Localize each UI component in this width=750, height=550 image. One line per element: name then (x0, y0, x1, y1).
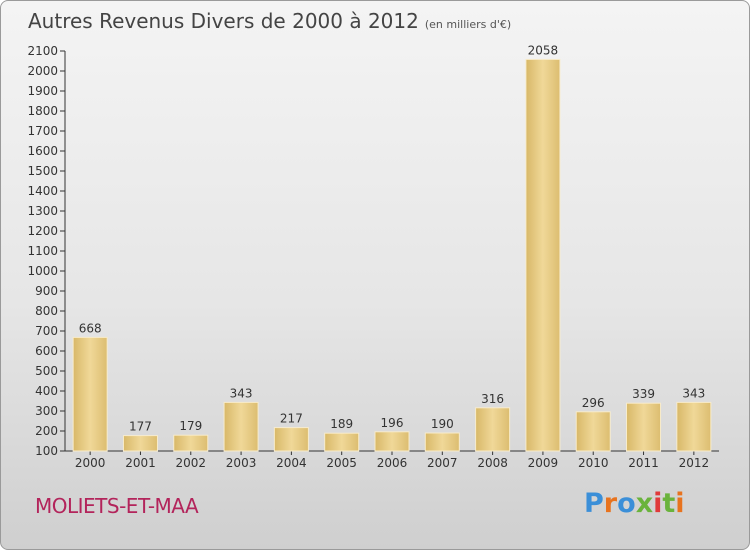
data-label: 179 (179, 419, 202, 433)
bar (72, 336, 108, 452)
y-tick-label: 600 (35, 344, 58, 358)
bar (424, 432, 460, 452)
chart-subtitle: (en milliers d'€) (424, 18, 512, 31)
data-label: 189 (330, 417, 353, 431)
x-tick-label: 2007 (427, 456, 458, 470)
x-tick-label: 2006 (377, 456, 408, 470)
bar (525, 58, 561, 452)
bar (626, 402, 662, 452)
bars-group: 668 177 179 343 217 189 196 190 316 2058 296 339 343 (72, 43, 712, 452)
bar (575, 411, 611, 452)
data-label: 190 (431, 417, 454, 431)
commune-name: MOLIETS-ET-MAA (35, 494, 199, 518)
y-tick-label: 1800 (27, 104, 58, 118)
data-label: 316 (481, 392, 504, 406)
y-tick-label: 1000 (27, 264, 58, 278)
proxiti-logo: Proxiti (584, 488, 685, 519)
data-label: 217 (280, 412, 303, 426)
bar (223, 401, 259, 452)
bar (273, 427, 309, 452)
y-tick-label: 1500 (27, 164, 58, 178)
x-tick-label: 2011 (628, 456, 659, 470)
bar (324, 432, 360, 452)
logo-letter: r (603, 488, 618, 519)
y-axis: 100 200 300 400 500 600 700 800 900 1000 1100 1200 1… (27, 44, 66, 458)
y-tick-label: 700 (35, 324, 58, 338)
logo-letter: i (653, 488, 663, 519)
y-tick-label: 1900 (27, 84, 58, 98)
logo-letter: x (635, 488, 654, 519)
logo-letter: P (584, 488, 604, 519)
y-tick-label: 1700 (27, 124, 58, 138)
y-tick-label: 200 (35, 424, 58, 438)
data-label: 2058 (528, 43, 559, 57)
bar (122, 435, 158, 452)
x-tick-label: 2012 (679, 456, 710, 470)
chart-title: Autres Revenus Divers de 2000 à 2012 (en … (28, 9, 511, 33)
x-tick-label: 2008 (477, 456, 508, 470)
y-tick-label: 2100 (27, 44, 58, 58)
y-tick-label: 300 (35, 404, 58, 418)
y-tick-label: 1200 (27, 224, 58, 238)
data-label: 339 (632, 387, 655, 401)
data-label: 343 (682, 386, 705, 400)
bar (676, 401, 712, 452)
bar (475, 407, 511, 452)
x-tick-label: 2003 (226, 456, 257, 470)
logo-letter: t (662, 488, 676, 519)
y-tick-label: 400 (35, 384, 58, 398)
logo-letter: i (675, 488, 685, 519)
title-text: Autres Revenus Divers de 2000 à 2012 (28, 9, 419, 33)
x-tick-label: 2001 (125, 456, 156, 470)
data-label: 296 (582, 396, 605, 410)
y-tick-label: 1400 (27, 184, 58, 198)
x-tick-label: 2000 (75, 456, 106, 470)
x-tick-label: 2004 (276, 456, 307, 470)
x-tick-label: 2010 (578, 456, 609, 470)
y-tick-label: 1100 (27, 244, 58, 258)
x-tick-label: 2009 (528, 456, 559, 470)
x-axis: 2000 2001 2002 2003 2004 2005 2006 2007 2008 2009… (65, 450, 719, 470)
x-tick-label: 2002 (175, 456, 206, 470)
y-tick-label: 100 (35, 444, 58, 458)
y-tick-label: 2000 (27, 64, 58, 78)
logo-letter: o (617, 488, 636, 519)
y-tick-label: 500 (35, 364, 58, 378)
y-tick-label: 1300 (27, 204, 58, 218)
y-tick-label: 1600 (27, 144, 58, 158)
y-tick-label: 800 (35, 304, 58, 318)
data-label: 196 (381, 416, 404, 430)
data-label: 177 (129, 420, 152, 434)
x-tick-label: 2005 (326, 456, 357, 470)
data-label: 668 (79, 321, 102, 335)
bar (173, 434, 209, 452)
y-tick-label: 900 (35, 284, 58, 298)
data-label: 343 (230, 386, 253, 400)
bar (374, 431, 410, 452)
